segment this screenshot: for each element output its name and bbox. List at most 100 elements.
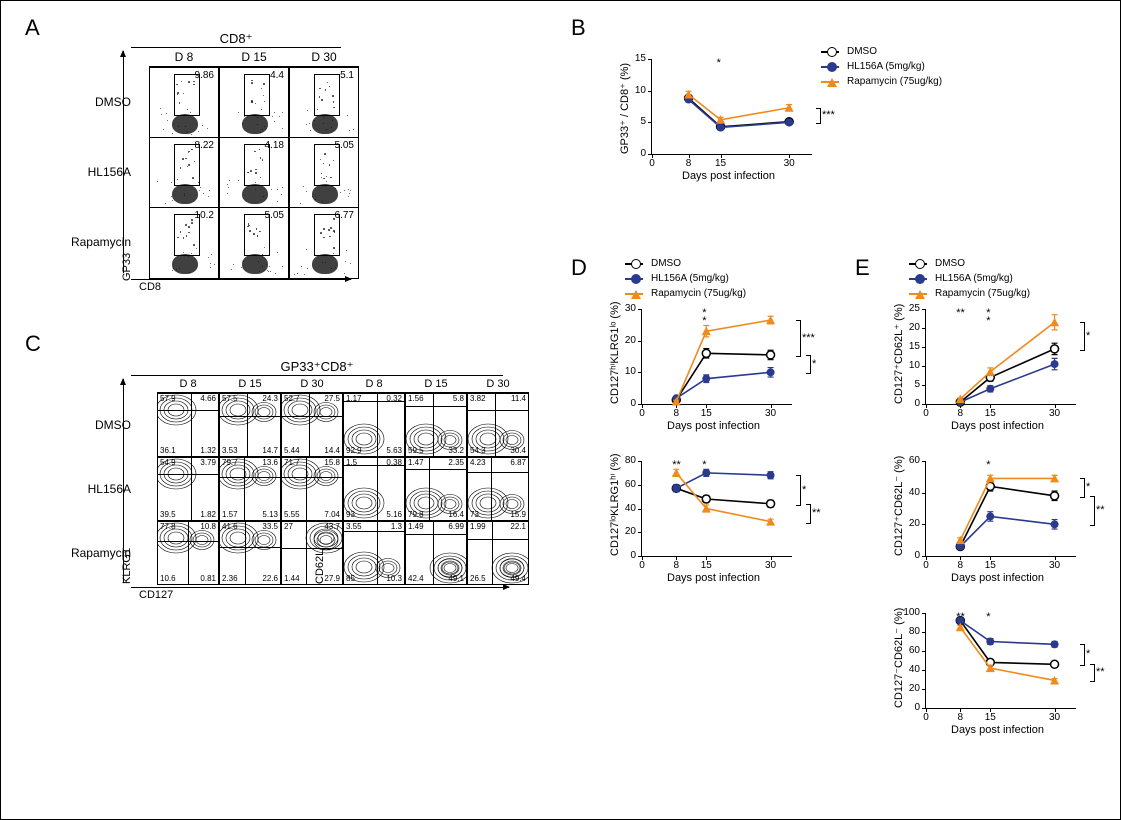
quadrant-plot: 1.50.38935.16 <box>343 457 405 521</box>
chart-xtick: 8 <box>952 712 968 723</box>
quadrant-plot: 54.93.7939.51.82 <box>157 457 219 521</box>
chart-ylabel: CD127ʰⁱKLRG1ˡᵒ (%) <box>608 301 621 404</box>
significance-marker: * <box>702 315 706 327</box>
panel-b-legend: DMSOHL156A (5mg/kg)Rapamycin (75ug/kg) <box>821 45 942 90</box>
chart-xlabel: Days post infection <box>667 420 760 432</box>
panel-c-row-label: DMSO <box>59 393 139 457</box>
facs-plot: 5.05 <box>289 137 359 209</box>
quadrant-plot: 41.633.52.3622.6 <box>219 521 281 585</box>
panel-d-label: D <box>571 255 587 281</box>
facs-plot: 4.18 <box>219 137 289 209</box>
significance-marker: ** <box>1096 666 1105 678</box>
chart-xtick: 8 <box>668 408 684 419</box>
panel-a-col-label: D 30 <box>289 48 359 67</box>
chart-xtick: 30 <box>763 560 779 571</box>
significance-marker: * <box>812 358 816 370</box>
chart-ylabel: CD127ˡᵒKLRG1ʰⁱ (%) <box>608 453 621 556</box>
significance-marker: ** <box>812 507 821 519</box>
panel-c-label: C <box>25 331 41 357</box>
quadrant-plot: 79.713.61.575.13 <box>219 457 281 521</box>
facs-gate-value: 5.1 <box>340 70 354 81</box>
legend-label: Rapamycin (75ug/kg) <box>651 287 746 301</box>
legend-label: HL156A (5mg/kg) <box>935 272 1013 286</box>
panel-d-legend: DMSOHL156A (5mg/kg)Rapamycin (75ug/kg) <box>625 257 746 302</box>
significance-marker: ** <box>956 611 965 623</box>
legend-item: DMSO <box>625 257 746 271</box>
chart-xtick: 8 <box>952 408 968 419</box>
quadrant-plot: 1.9922.126.549.4 <box>467 521 529 585</box>
quadrant-plot: 57.524.33.5314.7 <box>219 393 281 457</box>
chart-xlabel: Days post infection <box>667 572 760 584</box>
chart-ylabel: CD127⁺CD62L⁺ (%) <box>892 304 905 404</box>
chart-xtick: 0 <box>644 158 660 169</box>
legend-label: Rapamycin (75ug/kg) <box>935 287 1030 301</box>
quadrant-plot: 2743.71.4427.9 <box>281 521 343 585</box>
panel-a-x-axis-label: CD8 <box>139 281 161 293</box>
chart-xtick: 0 <box>634 408 650 419</box>
facs-plot: 4.4 <box>219 67 289 139</box>
chart-b: 051015081530GP33⁺ / CD8⁺ (%)Days post in… <box>651 59 812 155</box>
significance-marker: * <box>717 57 721 69</box>
significance-marker: *** <box>822 109 835 121</box>
significance-marker: * <box>1086 648 1090 660</box>
chart-xtick: 30 <box>1047 712 1063 723</box>
chart-ylabel: CD127⁻CD62L⁻ (%) <box>892 608 905 708</box>
panel-c-col-label: D 15 <box>219 376 281 393</box>
panel-a-title: CD8⁺ <box>131 31 341 48</box>
panel-a-y-arrow <box>123 51 124 273</box>
facs-plot: 9.86 <box>149 67 219 139</box>
legend-label: Rapamycin (75ug/kg) <box>847 75 942 89</box>
legend-item: Rapamycin (75ug/kg) <box>625 287 746 301</box>
legend-label: DMSO <box>847 45 877 59</box>
panel-c-title: GP33⁺CD8⁺ <box>131 359 503 376</box>
panel-c-col-label: D 15 <box>405 376 467 393</box>
legend-label: DMSO <box>935 257 965 271</box>
chart-xtick: 30 <box>781 158 797 169</box>
significance-marker: * <box>986 459 990 471</box>
quadrant-plot: 3.8211.454.330.4 <box>467 393 529 457</box>
quadrant-plot: 3.551.38510.3 <box>343 521 405 585</box>
panel-a-label: A <box>25 15 40 41</box>
facs-plot: 5.05 <box>219 207 289 279</box>
chart-xlabel: Days post infection <box>951 420 1044 432</box>
panel-a-row-label: HL156A <box>59 137 139 207</box>
panel-a-row-label: DMSO <box>59 67 139 137</box>
chart-xlabel: Days post infection <box>682 170 775 182</box>
panel-c-col-label: D 30 <box>281 376 343 393</box>
significance-marker: * <box>986 315 990 327</box>
legend-label: DMSO <box>651 257 681 271</box>
panel-c-left-y-axis-label: KLRG1 <box>121 548 133 584</box>
chart-xtick: 30 <box>1047 408 1063 419</box>
panel-b-label: B <box>571 15 586 41</box>
significance-marker: ** <box>1096 504 1105 516</box>
legend-item: DMSO <box>909 257 1030 271</box>
quadrant-plot: 4.236.877315.9 <box>467 457 529 521</box>
panel-e-label: E <box>855 255 870 281</box>
facs-gate-value: 4.4 <box>270 70 284 81</box>
chart-xtick: 0 <box>918 408 934 419</box>
chart-e-mid: 0204060081530CD127⁺CD62L⁻ (%)Days post i… <box>925 461 1076 557</box>
chart-xtick: 8 <box>681 158 697 169</box>
figure-root: A CD8⁺ D 8D 15D 30DMSO9.864.45.1HL156A8.… <box>0 0 1121 820</box>
panel-c-right-y-axis-label: CD62L <box>314 550 326 584</box>
chart-d-top: 0102030081530CD127ʰⁱKLRG1ˡᵒ (%)Days post… <box>641 309 792 405</box>
chart-e-bottom: 020406080100081530CD127⁻CD62L⁻ (%)Days p… <box>925 613 1076 709</box>
significance-marker: * <box>1086 330 1090 342</box>
significance-marker: * <box>986 611 990 623</box>
quadrant-plot: 1.472.3579.816.4 <box>405 457 467 521</box>
legend-label: HL156A (5mg/kg) <box>651 272 729 286</box>
chart-xtick: 0 <box>918 712 934 723</box>
panel-c-col-label: D 30 <box>467 376 529 393</box>
chart-d-bottom: 020406080081530CD127ˡᵒKLRG1ʰⁱ (%)Days po… <box>641 461 792 557</box>
significance-marker: * <box>702 459 706 471</box>
legend-item: DMSO <box>821 45 942 59</box>
significance-marker: ** <box>672 459 681 471</box>
panel-a-x-arrow <box>131 279 351 280</box>
chart-xtick: 8 <box>668 560 684 571</box>
significance-marker: ** <box>956 307 965 319</box>
legend-item: Rapamycin (75ug/kg) <box>909 287 1030 301</box>
legend-item: HL156A (5mg/kg) <box>909 272 1030 286</box>
panel-a-y-axis-label: GP33 <box>121 253 133 281</box>
panel-e-legend: DMSOHL156A (5mg/kg)Rapamycin (75ug/kg) <box>909 257 1030 302</box>
legend-item: Rapamycin (75ug/kg) <box>821 75 942 89</box>
